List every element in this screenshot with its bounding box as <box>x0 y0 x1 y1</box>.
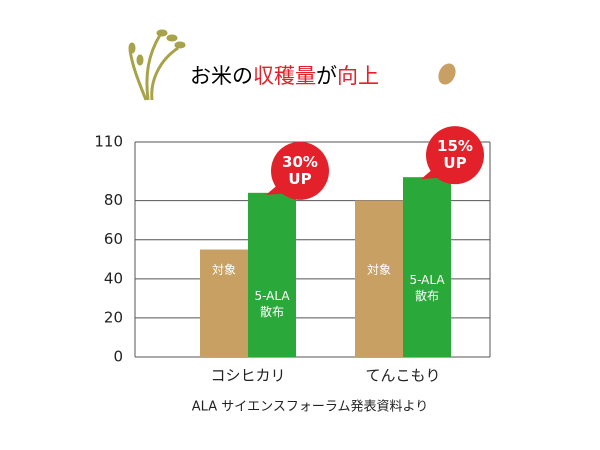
callout-text: 15% UP <box>437 137 473 173</box>
callout <box>426 126 484 185</box>
chart-title: お米の収穫量が向上 <box>190 60 379 90</box>
bar <box>248 192 296 357</box>
y-tick-label: 0 <box>113 348 123 366</box>
y-tick-label: 110 <box>94 133 123 151</box>
bar-label: 5-ALA 散布 <box>409 273 445 304</box>
bar-label: 対象 <box>366 263 391 277</box>
title-part: お米の <box>190 64 253 88</box>
bar <box>403 177 451 357</box>
x-tick-label: てんこもり <box>365 367 440 385</box>
callout-text: 30% UP <box>282 152 318 188</box>
grain-icon <box>438 63 456 85</box>
y-tick-label: 20 <box>104 308 123 326</box>
y-tick-label: 40 <box>104 269 123 287</box>
bar <box>200 249 248 357</box>
title-part: 収穫量 <box>253 64 316 88</box>
bar <box>355 200 403 357</box>
title-part: が <box>316 64 337 88</box>
y-tick-label: 60 <box>104 230 123 248</box>
bar-label: 対象 <box>211 263 236 277</box>
callout <box>271 141 329 200</box>
x-tick-label: コシヒカリ <box>210 367 285 385</box>
y-tick-label: 80 <box>104 191 123 209</box>
source: ALA サイエンスフォーラム発表資料より <box>192 400 428 415</box>
rice-icon <box>128 29 186 101</box>
title-part: 向上 <box>337 64 379 88</box>
bar-label: 5-ALA 散布 <box>254 288 290 319</box>
